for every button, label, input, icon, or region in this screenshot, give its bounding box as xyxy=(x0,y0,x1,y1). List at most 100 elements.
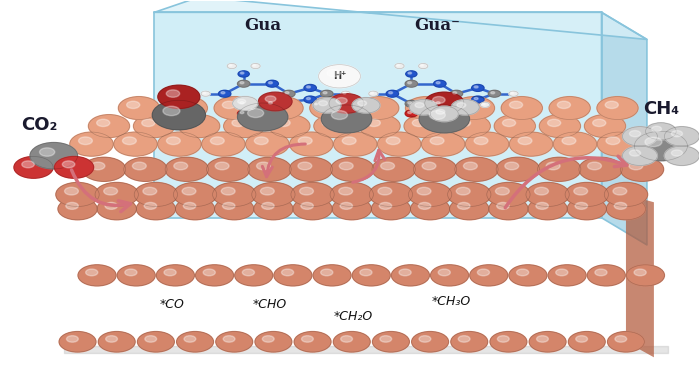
Circle shape xyxy=(240,72,244,74)
Circle shape xyxy=(321,269,332,276)
Text: CH₄: CH₄ xyxy=(643,100,679,118)
Circle shape xyxy=(595,269,607,276)
Circle shape xyxy=(215,162,229,170)
Circle shape xyxy=(105,202,118,209)
Circle shape xyxy=(270,101,284,109)
Circle shape xyxy=(304,84,316,91)
Circle shape xyxy=(290,132,333,156)
Circle shape xyxy=(472,96,484,103)
Circle shape xyxy=(237,80,250,87)
Circle shape xyxy=(574,187,587,195)
Circle shape xyxy=(463,162,477,170)
Circle shape xyxy=(575,336,587,342)
Circle shape xyxy=(141,119,155,126)
Circle shape xyxy=(421,132,465,156)
Circle shape xyxy=(221,92,225,94)
Circle shape xyxy=(254,198,293,220)
Circle shape xyxy=(466,132,509,156)
Circle shape xyxy=(269,115,310,137)
Circle shape xyxy=(380,336,392,342)
Circle shape xyxy=(163,106,180,116)
Circle shape xyxy=(358,96,399,119)
Circle shape xyxy=(634,269,646,276)
Circle shape xyxy=(372,157,415,181)
Circle shape xyxy=(645,123,676,140)
Circle shape xyxy=(620,157,664,181)
Circle shape xyxy=(98,331,135,352)
Circle shape xyxy=(497,202,509,209)
Circle shape xyxy=(538,157,581,181)
Circle shape xyxy=(378,187,392,195)
Circle shape xyxy=(240,102,244,104)
Circle shape xyxy=(269,82,272,84)
Circle shape xyxy=(104,187,118,195)
Circle shape xyxy=(498,336,509,342)
Circle shape xyxy=(83,157,126,181)
Circle shape xyxy=(410,198,449,220)
Circle shape xyxy=(436,109,445,114)
Circle shape xyxy=(547,119,561,126)
Circle shape xyxy=(95,182,139,207)
Circle shape xyxy=(330,157,374,181)
Circle shape xyxy=(370,182,412,207)
Circle shape xyxy=(237,103,288,131)
Circle shape xyxy=(510,132,553,156)
Circle shape xyxy=(587,162,601,170)
Circle shape xyxy=(310,96,351,119)
Circle shape xyxy=(470,265,508,286)
Circle shape xyxy=(228,63,237,68)
Circle shape xyxy=(391,265,429,286)
Circle shape xyxy=(606,137,620,145)
Polygon shape xyxy=(155,0,647,39)
Circle shape xyxy=(164,269,176,276)
Circle shape xyxy=(39,148,55,156)
Circle shape xyxy=(174,101,188,109)
Circle shape xyxy=(436,102,440,104)
Circle shape xyxy=(14,156,53,178)
Circle shape xyxy=(412,119,426,126)
Circle shape xyxy=(405,110,417,117)
Circle shape xyxy=(379,202,392,209)
Circle shape xyxy=(214,96,256,119)
Circle shape xyxy=(629,131,641,137)
Circle shape xyxy=(262,202,274,209)
Circle shape xyxy=(229,65,232,66)
Circle shape xyxy=(285,92,289,94)
Circle shape xyxy=(405,80,417,87)
Circle shape xyxy=(430,265,468,286)
Circle shape xyxy=(634,131,687,161)
Circle shape xyxy=(368,119,380,126)
Circle shape xyxy=(489,198,528,220)
Circle shape xyxy=(216,331,253,352)
Circle shape xyxy=(56,182,99,207)
Circle shape xyxy=(430,106,458,122)
Circle shape xyxy=(477,269,489,276)
Circle shape xyxy=(422,162,436,170)
Circle shape xyxy=(223,336,235,342)
Circle shape xyxy=(262,336,274,342)
Circle shape xyxy=(342,137,356,145)
Circle shape xyxy=(322,119,335,126)
Circle shape xyxy=(419,336,430,342)
Circle shape xyxy=(419,202,431,209)
Circle shape xyxy=(535,187,549,195)
Circle shape xyxy=(307,86,310,88)
Circle shape xyxy=(97,198,136,220)
Circle shape xyxy=(341,91,351,96)
Circle shape xyxy=(313,265,351,286)
Text: *CHO: *CHO xyxy=(253,298,287,312)
Circle shape xyxy=(234,265,273,286)
Circle shape xyxy=(452,100,480,115)
Polygon shape xyxy=(626,194,654,357)
Circle shape xyxy=(165,157,209,181)
Text: Gua: Gua xyxy=(244,18,281,34)
Circle shape xyxy=(302,336,314,342)
Circle shape xyxy=(66,202,78,209)
Circle shape xyxy=(554,132,596,156)
Circle shape xyxy=(395,63,404,68)
Circle shape xyxy=(584,115,626,137)
Circle shape xyxy=(377,132,421,156)
Circle shape xyxy=(407,111,412,114)
Circle shape xyxy=(386,137,400,145)
Circle shape xyxy=(360,269,372,276)
